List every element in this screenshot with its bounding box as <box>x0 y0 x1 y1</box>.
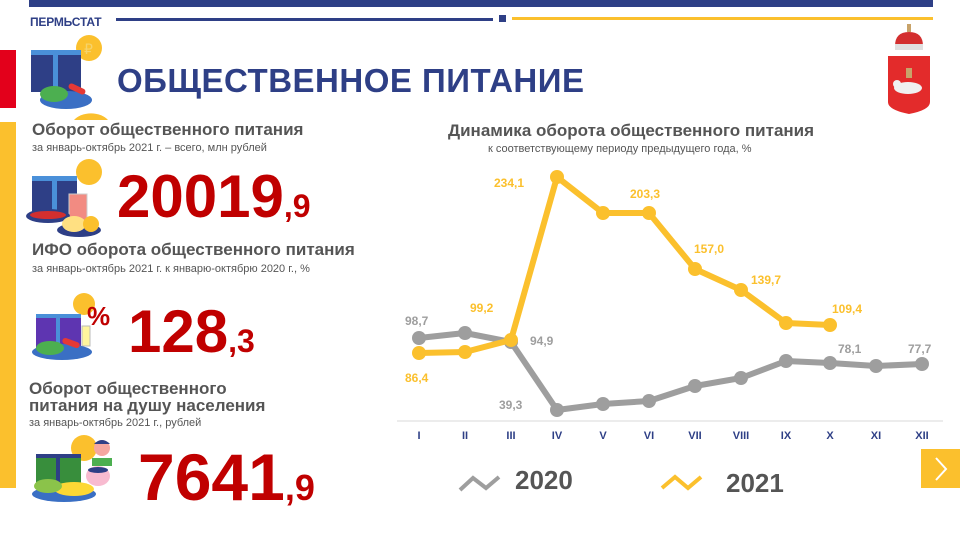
kpi-index-value: 128,3 <box>128 298 255 375</box>
brand-label: ПЕРМЬСТАТ <box>30 15 102 29</box>
xtick-ii: II <box>461 430 469 442</box>
header-rule-square <box>499 15 506 22</box>
xtick-i: I <box>417 430 421 442</box>
kpi-per-capita-title-line1: Оборот общественного <box>29 379 227 398</box>
xtick-xi: XI <box>870 430 882 442</box>
kpi-per-capita-value: 7641,9 <box>138 440 315 525</box>
header-rule-yellow <box>512 17 933 20</box>
top-bar <box>29 0 933 7</box>
kpi-index-frac: ,3 <box>228 323 255 359</box>
label-2020-iii: 94,9 <box>530 334 554 348</box>
label-2020-x: 78,1 <box>838 342 862 356</box>
kpi-per-capita-subtitle: за январь-октябрь 2021 г., рублей <box>29 417 202 429</box>
next-slide-button[interactable] <box>921 449 960 488</box>
label-2021-iii: 99,2 <box>470 301 494 315</box>
label-2020-xii: 77,7 <box>908 342 932 356</box>
xtick-viii: VIII <box>732 430 750 442</box>
series-2021 <box>412 170 837 360</box>
kpi-turnover-frac: ,9 <box>283 188 311 224</box>
kpi-index-int: 128 <box>128 298 229 365</box>
xtick-xii: XII <box>915 430 929 442</box>
xtick-vii: VII <box>688 430 702 442</box>
label-2021-viii: 139,7 <box>751 273 782 287</box>
xtick-iv: IV <box>551 430 563 442</box>
kpi-per-capita-frac: ,9 <box>284 467 315 508</box>
chart-title: Динамика оборота общественного питания <box>448 121 815 140</box>
food-percent-icon <box>32 293 95 360</box>
chart-subtitle: к соответствующему периоду предыдущего г… <box>488 143 752 155</box>
kpi-turnover-title: Оборот общественного питания <box>32 120 304 139</box>
label-2020-i: 98,7 <box>405 314 429 328</box>
kpi-index-subtitle: за январь-октябрь 2021 г. к январю-октяб… <box>32 263 310 275</box>
legend-2021-icon <box>660 474 703 491</box>
xtick-ix: IX <box>780 430 792 442</box>
legend-2020-icon <box>458 475 501 492</box>
label-2021-vi: 203,3 <box>630 187 661 201</box>
header-rule-blue <box>116 18 493 21</box>
red-side-marker <box>0 50 16 108</box>
kpi-per-capita-int: 7641 <box>138 440 285 514</box>
legend-2020-label: 2020 <box>515 465 573 495</box>
xtick-vi: VI <box>643 430 655 442</box>
kpi-per-capita-title-line2: питания на душу населения <box>29 396 266 415</box>
label-2021-iv: 234,1 <box>494 176 525 190</box>
coat-of-arms-icon <box>888 24 930 114</box>
page-title: ОБЩЕСТВЕННОЕ ПИТАНИЕ <box>117 62 585 99</box>
percent-badge: % <box>87 301 111 331</box>
label-2021-x: 109,4 <box>832 302 863 316</box>
kpi-turnover-int: 20019 <box>117 163 284 230</box>
restaurant-title-icon: ₽ <box>31 35 108 120</box>
xtick-iii: III <box>506 430 516 442</box>
label-2021-i: 86,4 <box>405 371 429 385</box>
svg-text:₽: ₽ <box>84 42 93 58</box>
kpi-turnover-value: 20019,9 <box>117 163 311 240</box>
food-cafe-icon <box>26 159 102 237</box>
kpi-turnover-subtitle: за январь-октябрь 2021 г. – всего, млн р… <box>32 142 267 154</box>
food-person-icon <box>32 435 112 502</box>
yellow-side-marker <box>0 122 16 488</box>
xtick-v: V <box>599 430 607 442</box>
label-2020-iv: 39,3 <box>499 398 523 412</box>
legend-2021-label: 2021 <box>726 468 784 498</box>
label-2021-vii: 157,0 <box>694 242 725 256</box>
xtick-x: X <box>826 430 834 442</box>
chevron-right-icon <box>934 456 947 481</box>
kpi-index-title: ИФО оборота общественного питания <box>32 240 355 259</box>
series-2020 <box>412 326 929 417</box>
